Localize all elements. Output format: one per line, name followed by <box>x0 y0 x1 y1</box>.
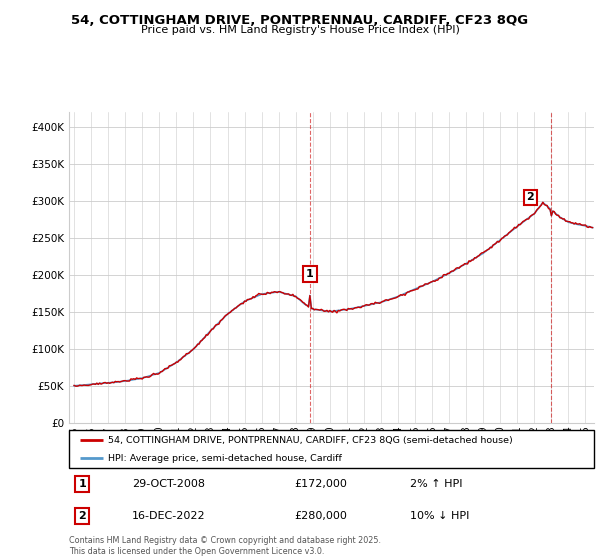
Text: 29-OCT-2008: 29-OCT-2008 <box>132 479 205 489</box>
Text: 2: 2 <box>78 511 86 521</box>
Text: 54, COTTINGHAM DRIVE, PONTPRENNAU, CARDIFF, CF23 8QG: 54, COTTINGHAM DRIVE, PONTPRENNAU, CARDI… <box>71 14 529 27</box>
Text: 10% ↓ HPI: 10% ↓ HPI <box>410 511 470 521</box>
Text: 16-DEC-2022: 16-DEC-2022 <box>132 511 206 521</box>
Text: 1: 1 <box>78 479 86 489</box>
Text: HPI: Average price, semi-detached house, Cardiff: HPI: Average price, semi-detached house,… <box>109 454 342 463</box>
Text: 2% ↑ HPI: 2% ↑ HPI <box>410 479 463 489</box>
Text: 54, COTTINGHAM DRIVE, PONTPRENNAU, CARDIFF, CF23 8QG (semi-detached house): 54, COTTINGHAM DRIVE, PONTPRENNAU, CARDI… <box>109 436 513 445</box>
Text: Contains HM Land Registry data © Crown copyright and database right 2025.
This d: Contains HM Land Registry data © Crown c… <box>69 536 381 556</box>
Text: 1: 1 <box>306 269 314 279</box>
Text: Price paid vs. HM Land Registry's House Price Index (HPI): Price paid vs. HM Land Registry's House … <box>140 25 460 35</box>
Text: 2: 2 <box>526 192 534 202</box>
Text: £172,000: £172,000 <box>295 479 347 489</box>
Text: £280,000: £280,000 <box>295 511 347 521</box>
